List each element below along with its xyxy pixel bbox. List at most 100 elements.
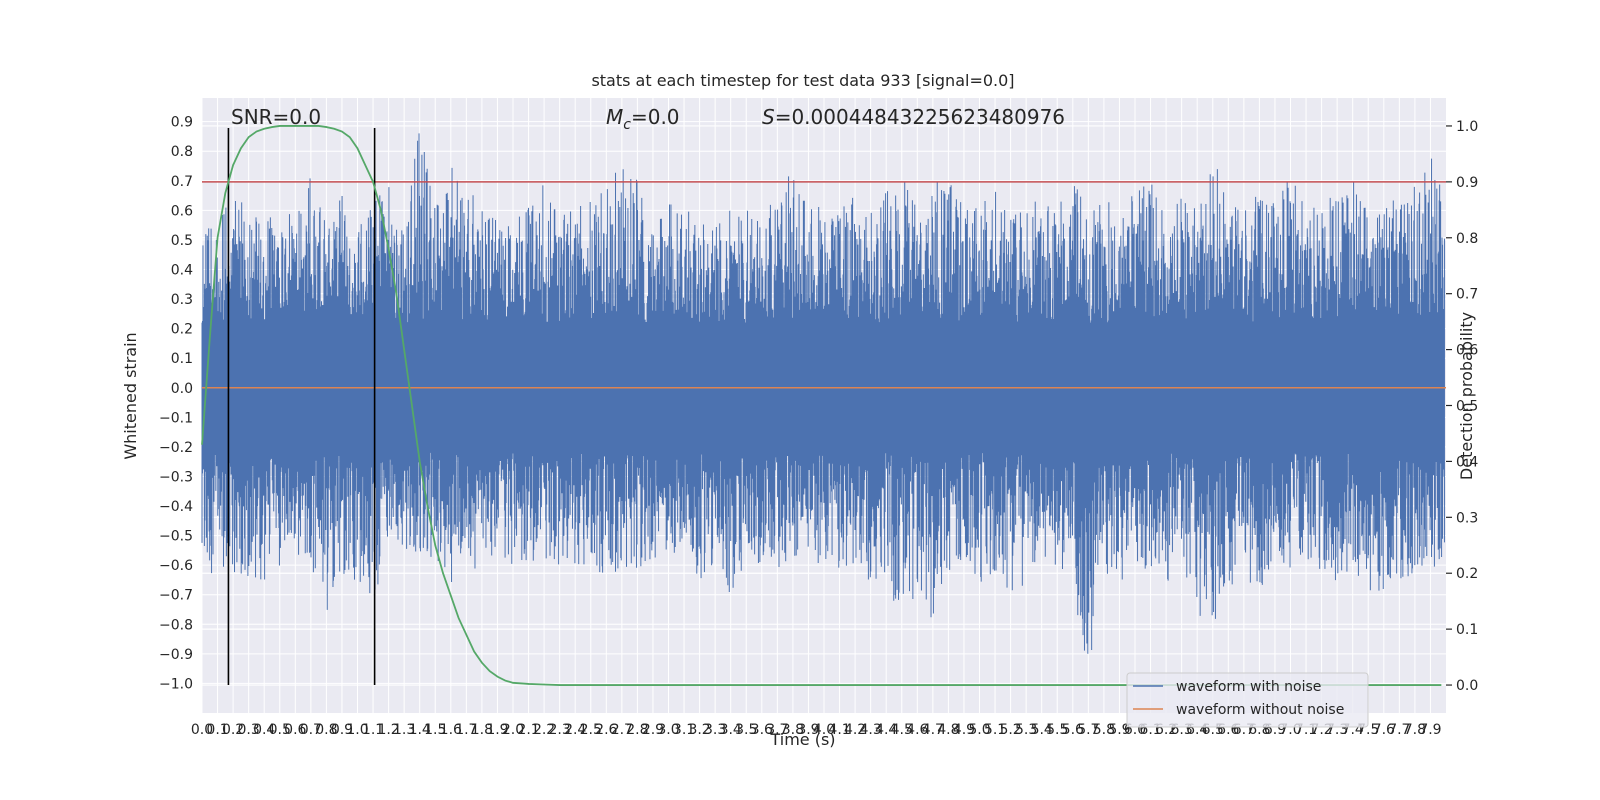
x-tick-label: 1.6 <box>440 722 462 738</box>
x-tick-label: 5.8 <box>1093 722 1115 738</box>
x-tick-label: 5.7 <box>1077 722 1099 738</box>
x-tick-label: 3.6 <box>751 722 773 738</box>
y-tick-label-left: 0.4 <box>171 262 193 278</box>
y-tick-label-left: −0.3 <box>159 469 193 485</box>
x-tick-label: 4.2 <box>844 722 866 738</box>
x-tick-label: 2.1 <box>517 722 539 738</box>
x-tick-label: 3.3 <box>704 722 726 738</box>
s-annotation: S=0.0004484322562348097​6 <box>762 105 1065 129</box>
x-tick-label: 3.7 <box>766 722 788 738</box>
mc-value: =0.0 <box>631 105 680 129</box>
y-tick-label-left: 0.8 <box>171 144 193 160</box>
y-tick-label-right: 0.7 <box>1456 287 1478 303</box>
x-tick-label: 0.2 <box>222 722 244 738</box>
x-tick-label: 5.4 <box>1031 722 1053 738</box>
x-tick-label: 2.6 <box>595 722 617 738</box>
x-tick-label: 0.6 <box>284 722 306 738</box>
x-tick-label: 3.2 <box>688 722 710 738</box>
x-tick-label: 2.7 <box>611 722 633 738</box>
x-tick-label: 0.3 <box>238 722 260 738</box>
y-tick-label-left: −0.1 <box>159 410 193 426</box>
x-tick-label: 1.0 <box>346 722 368 738</box>
vertical-lines <box>227 127 376 686</box>
y-tick-label-left: 0.3 <box>171 292 193 308</box>
x-tick-label: 1.9 <box>486 722 508 738</box>
x-tick-label: 0.7 <box>300 722 322 738</box>
y-tick-label-left: −0.7 <box>159 588 193 604</box>
mc-subscript: c <box>623 117 631 133</box>
x-tick-label: 3.0 <box>657 722 679 738</box>
x-tick-label: 0.4 <box>253 722 275 738</box>
y-tick-label-left: −0.5 <box>159 529 193 545</box>
y-tick-label-left: 0.2 <box>171 322 193 338</box>
x-tick-label: 1.1 <box>362 722 384 738</box>
y-tick-label-left: 0.7 <box>171 174 193 190</box>
y-tick-label-right: 1.0 <box>1456 119 1478 135</box>
y-tick-label-right: 0.6 <box>1456 343 1478 359</box>
x-tick-label: 5.0 <box>968 722 990 738</box>
y-tick-label-left: −0.8 <box>159 617 193 633</box>
y-tick-label-left: −0.9 <box>159 647 193 663</box>
series-detection-probability <box>201 125 1442 686</box>
x-tick-label: 5.3 <box>1015 722 1037 738</box>
x-tick-label: 0.5 <box>269 722 291 738</box>
x-tick-label: 5.1 <box>984 722 1006 738</box>
y-tick-label-right: 0.9 <box>1456 175 1478 191</box>
x-tick-label: 2.4 <box>564 722 586 738</box>
mc-symbol: M <box>606 105 623 129</box>
x-tick-label: 3.8 <box>782 722 804 738</box>
x-tick-label: 7.6 <box>1373 722 1395 738</box>
x-tick-label: 2.0 <box>502 722 524 738</box>
y-tick-label-left: 0.9 <box>171 115 193 131</box>
x-tick-label: 5.6 <box>1062 722 1084 738</box>
legend: waveform with noise waveform without noi… <box>1126 672 1369 728</box>
y-tick-label-right: 0.2 <box>1456 566 1478 582</box>
s-value: =0.0004484322562348097​6 <box>775 105 1065 129</box>
x-tick-label: 4.8 <box>937 722 959 738</box>
x-tick-label: 7.8 <box>1404 722 1426 738</box>
x-tick-label: 3.1 <box>673 722 695 738</box>
x-tick-label: 4.6 <box>906 722 928 738</box>
x-tick-label: 0.0 <box>191 722 213 738</box>
x-tick-label: 4.9 <box>953 722 975 738</box>
x-tick-label: 7.9 <box>1419 722 1441 738</box>
x-tick-label: 4.3 <box>860 722 882 738</box>
x-tick-label: 1.3 <box>393 722 415 738</box>
y-tick-label-left: 0.0 <box>171 381 193 397</box>
x-tick-label: 0.8 <box>315 722 337 738</box>
y-tick-label-left: −0.4 <box>159 499 193 515</box>
y-tick-label-left: −0.2 <box>159 440 193 456</box>
y-axis-label-left: Whitened strain <box>121 332 140 459</box>
y-tick-label-right: 0.0 <box>1456 678 1478 694</box>
x-tick-label: 1.4 <box>409 722 431 738</box>
y-tick-label-left: 0.5 <box>171 233 193 249</box>
mc-annotation: Mc=0.0 <box>606 105 680 133</box>
y-tick-label-right: 0.3 <box>1456 510 1478 526</box>
x-tick-label: 0.9 <box>331 722 353 738</box>
x-tick-label: 4.4 <box>875 722 897 738</box>
x-tick-label: 1.5 <box>424 722 446 738</box>
x-tick-label: 2.5 <box>580 722 602 738</box>
legend-label-clean: waveform without noise <box>1176 702 1344 718</box>
snr-annotation: SNR=0.0 <box>231 105 321 129</box>
y-tick-label-left: 0.1 <box>171 351 193 367</box>
y-tick-label-right: 0.8 <box>1456 231 1478 247</box>
x-tick-label: 1.2 <box>377 722 399 738</box>
y-tick-label-left: 0.6 <box>171 203 193 219</box>
x-tick-label: 4.0 <box>813 722 835 738</box>
x-tick-label: 4.1 <box>828 722 850 738</box>
y-ticks-left: −1.0 −0.9 −0.8 −0.7 −0.6 −0.5 −0.4 −0.3 −0.2 −0.1… <box>159 115 193 693</box>
x-tick-label: 3.9 <box>797 722 819 738</box>
x-tick-label: 1.7 <box>455 722 477 738</box>
x-tick-label: 5.9 <box>1108 722 1130 738</box>
chart-title: stats at each timestep for test data 933… <box>591 71 1014 90</box>
x-tick-label: 7.7 <box>1388 722 1410 738</box>
x-tick-label: 2.8 <box>626 722 648 738</box>
probability-trace <box>201 125 1442 686</box>
x-tick-label: 2.3 <box>549 722 571 738</box>
x-tick-label: 3.5 <box>735 722 757 738</box>
legend-label-noise: waveform with noise <box>1176 679 1321 695</box>
y-tick-label-right: 0.1 <box>1456 622 1478 638</box>
